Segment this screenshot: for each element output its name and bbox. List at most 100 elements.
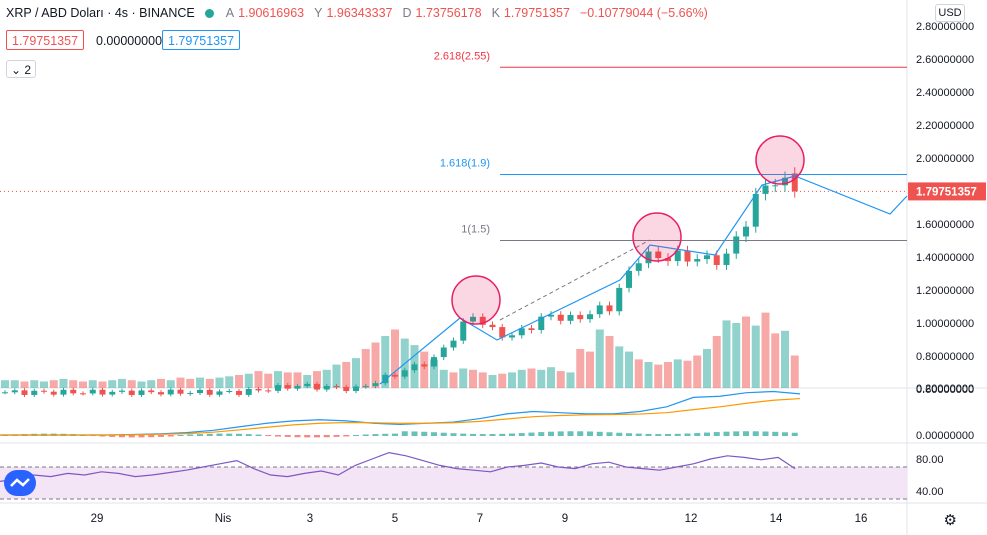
price-tick-label: 1.40000000 [916,252,974,264]
volume-bar [673,359,682,388]
volume-bar [537,369,546,388]
volume-bar [761,312,770,388]
volume-bar [586,351,594,388]
volume-bar [742,316,750,388]
volume-bar [59,378,68,388]
symbol-title[interactable]: XRP / ABD Doları · 4s · BINANCE [6,6,195,20]
candle-body [304,383,311,387]
price-tick-label: 1.20000000 [916,285,974,297]
candle-body [752,193,759,227]
time-tick-label: 7 [477,513,483,525]
macd-histogram-bar [187,434,194,436]
time-tick-label: 5 [392,513,398,525]
volume-bar [303,375,312,388]
candle-body [226,390,233,392]
volume-bar [225,376,234,388]
candle-body [694,259,701,262]
candle-body [499,327,506,338]
candle-body [158,392,164,395]
candle-body [275,385,281,391]
volume-bar [615,346,624,388]
macd-histogram-bar [743,431,749,436]
volume-bar [508,372,516,388]
macd-histogram-bar [158,435,164,437]
highlight-circle [755,135,805,185]
macd-histogram-bar [333,435,340,437]
volume-bar [79,381,87,388]
macd-histogram-bar [450,433,457,436]
candle-body [128,390,135,395]
macd-histogram-bar [265,435,272,437]
macd-histogram-bar [499,433,506,436]
gear-icon[interactable]: ⚙ [943,512,957,529]
time-tick-label: 3 [307,513,313,525]
price-tick-label: 0.80000000 [916,351,974,363]
volume-bar [498,373,507,388]
buy-price-box[interactable]: 1.79751357 [162,30,241,50]
volume-bar [147,380,156,388]
volume-bar [654,364,663,388]
volume-bar [98,381,107,388]
symbol-legend: XRP / ABD Doları · 4s · BINANCE A 1.90616… [6,6,714,20]
volume-bar [556,371,565,388]
macd-tick-label: 0.20000000 [916,383,974,395]
volume-bar [439,369,448,388]
macd-histogram-bar [294,435,301,438]
candle-body [31,390,38,395]
macd-histogram-bar [236,433,242,436]
volume-bar [352,358,360,388]
volume-bar [381,336,390,388]
currency-button[interactable]: USD [935,4,965,22]
macd-histogram-bar [772,431,779,436]
macd-histogram-bar [353,434,359,436]
macd-histogram-bar [723,431,730,436]
macd-histogram-bar [460,433,467,436]
candle-body [177,389,184,394]
volume-bar [634,359,643,388]
volume-bar [459,368,468,388]
sell-price-box[interactable]: 1.79751357 [6,30,85,50]
macd-histogram-bar [665,434,671,436]
time-tick-label: 12 [685,513,698,525]
volume-bar [254,371,263,388]
current-price-badge [908,182,986,201]
candle-body [401,370,408,377]
time-tick-label: 29 [91,513,104,525]
macd-histogram-bar [206,433,213,436]
volume-bar [40,381,48,388]
macd-histogram-bar [635,433,642,436]
volume-bar [605,336,614,388]
change-value: −0.10779044 (−5.66%) [579,6,708,20]
macd-histogram-bar [226,433,233,436]
candle-body [89,389,96,394]
candle-body [665,258,671,262]
price-tick-label: 2.80000000 [916,21,974,33]
candle-body [21,390,28,395]
price-tick-label: 2.40000000 [916,87,974,99]
volume-bar [790,355,799,388]
volume-bar [566,372,575,388]
macd-histogram-bar [704,432,710,436]
tradingview-logo-icon[interactable] [4,470,36,496]
price-tick-label: 1.60000000 [916,219,974,231]
collapse-indicators-button[interactable]: ⌄ 2 [6,60,36,78]
volume-bar [771,333,780,388]
high-value: 1.96343337 [326,6,393,20]
candle-body [323,385,330,390]
volume-bar [293,372,302,388]
macd-histogram-bar [177,434,184,436]
time-tick-label: 14 [770,513,783,525]
volume-bar [478,372,487,388]
macd-histogram-bar [304,435,311,438]
candle-body [460,321,467,341]
candle-body [80,393,86,395]
market-status-icon [204,8,214,18]
time-tick-label: 9 [562,513,568,525]
candle-body [557,314,564,321]
candle-body [616,287,623,312]
macd-histogram-bar [684,433,691,436]
volume-bar [235,375,243,388]
candle-body [353,386,359,392]
price-tick-label: 1.00000000 [916,318,974,330]
candle-body [41,390,47,392]
